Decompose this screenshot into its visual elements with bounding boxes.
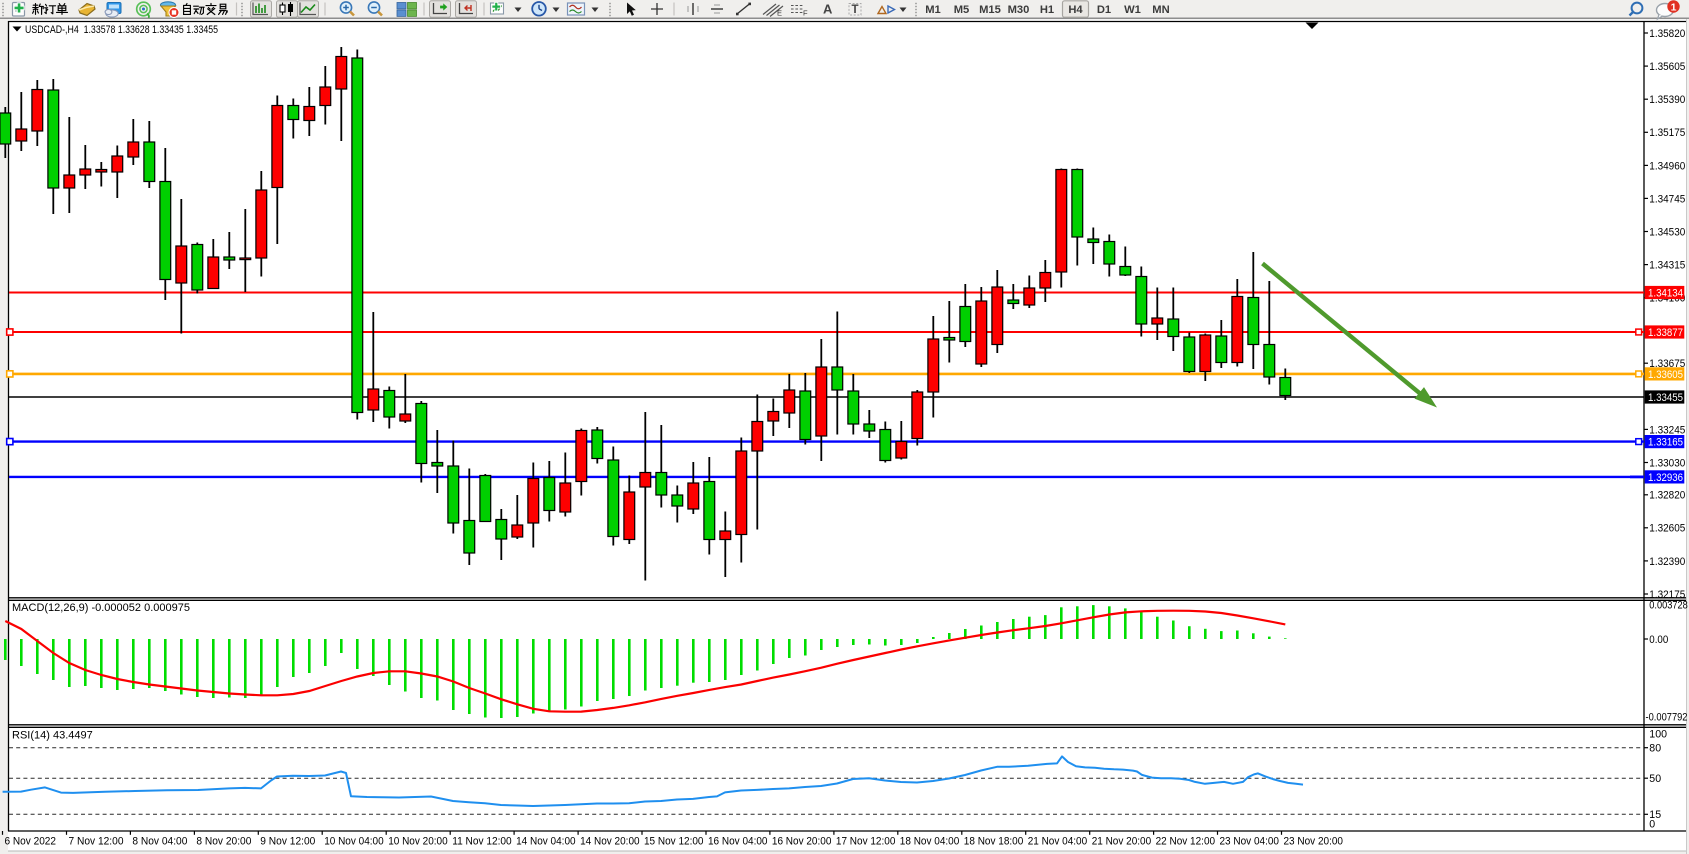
svg-text:1.33030: 1.33030 [1649,457,1685,469]
svg-text:H4: H4 [1068,4,1083,16]
svg-text:22 Nov 12:00: 22 Nov 12:00 [1156,836,1216,848]
svg-text:1.32936: 1.32936 [1648,472,1683,484]
svg-text:9 Nov 12:00: 9 Nov 12:00 [260,836,315,848]
svg-text:1.35175: 1.35175 [1649,127,1685,139]
svg-text:23 Nov 04:00: 23 Nov 04:00 [1220,836,1280,848]
svg-text:USDCAD-,H4 1.33578 1.33628 1.: USDCAD-,H4 1.33578 1.33628 1.33435 1.334… [25,24,218,36]
svg-text:E: E [777,9,782,18]
svg-text:M5: M5 [954,4,970,16]
svg-text:M30: M30 [1008,4,1030,16]
svg-text:D1: D1 [1097,4,1111,16]
svg-text:14 Nov 04:00: 14 Nov 04:00 [516,836,576,848]
svg-text:14 Nov 20:00: 14 Nov 20:00 [580,836,640,848]
svg-text:23 Nov 20:00: 23 Nov 20:00 [1284,836,1344,848]
svg-text:15: 15 [1649,809,1661,821]
svg-text:1.32820: 1.32820 [1649,490,1685,502]
svg-text:MACD(12,26,9) -0.000052 0.0009: MACD(12,26,9) -0.000052 0.000975 [12,602,190,614]
svg-text:0.003728: 0.003728 [1649,599,1688,611]
svg-text:M15: M15 [979,4,1001,16]
svg-text:1.33877: 1.33877 [1648,327,1683,339]
svg-text:21 Nov 04:00: 21 Nov 04:00 [1028,836,1088,848]
svg-text:0.00: 0.00 [1649,634,1668,646]
svg-text:11 Nov 12:00: 11 Nov 12:00 [452,836,512,848]
svg-text:1.33605: 1.33605 [1648,369,1683,381]
svg-text:17 Nov 12:00: 17 Nov 12:00 [836,836,896,848]
svg-text:16 Nov 04:00: 16 Nov 04:00 [708,836,768,848]
svg-text:10 Nov 20:00: 10 Nov 20:00 [388,836,448,848]
svg-text:16 Nov 20:00: 16 Nov 20:00 [772,836,832,848]
svg-text:1.34745: 1.34745 [1649,193,1685,205]
svg-text:50: 50 [1649,773,1661,785]
svg-text:10 Nov 04:00: 10 Nov 04:00 [324,836,384,848]
svg-text:18 Nov 04:00: 18 Nov 04:00 [900,836,960,848]
svg-text:1.33165: 1.33165 [1648,437,1683,449]
svg-text:RSI(14) 43.4497: RSI(14) 43.4497 [12,730,93,742]
svg-text:8 Nov 04:00: 8 Nov 04:00 [132,836,187,848]
svg-text:1.35605: 1.35605 [1649,61,1685,73]
svg-text:1.35820: 1.35820 [1649,28,1685,40]
svg-text:W1: W1 [1124,4,1141,16]
svg-text:MN: MN [1152,4,1169,16]
svg-text:100: 100 [1649,728,1667,740]
svg-text:15 Nov 12:00: 15 Nov 12:00 [644,836,704,848]
svg-text:7 Nov 12:00: 7 Nov 12:00 [69,836,124,848]
svg-text:T: T [852,4,859,16]
svg-text:F: F [803,9,808,18]
svg-text:1.34134: 1.34134 [1648,287,1683,299]
svg-text:0: 0 [1649,819,1655,831]
svg-text:1.34530: 1.34530 [1649,226,1685,238]
svg-text:6 Nov 2022: 6 Nov 2022 [5,836,57,848]
svg-text:-0.007792: -0.007792 [1646,712,1688,724]
svg-text:1.33675: 1.33675 [1649,358,1685,370]
svg-text:18 Nov 18:00: 18 Nov 18:00 [964,836,1024,848]
svg-text:1: 1 [1671,2,1677,14]
svg-text:21 Nov 20:00: 21 Nov 20:00 [1092,836,1152,848]
svg-text:M1: M1 [925,4,941,16]
svg-text:8 Nov 20:00: 8 Nov 20:00 [196,836,251,848]
svg-text:1.33245: 1.33245 [1649,424,1685,436]
svg-text:1.33455: 1.33455 [1648,392,1683,404]
svg-text:1.34315: 1.34315 [1649,260,1685,272]
svg-text:A: A [823,2,833,17]
svg-text:80: 80 [1649,743,1661,755]
svg-text:H1: H1 [1040,4,1054,16]
svg-text:1.34960: 1.34960 [1649,160,1685,172]
svg-text:1.32605: 1.32605 [1649,523,1685,535]
svg-text:1.32390: 1.32390 [1649,556,1685,568]
svg-text:1.35390: 1.35390 [1649,94,1685,106]
svg-text:1.32175: 1.32175 [1649,589,1685,601]
